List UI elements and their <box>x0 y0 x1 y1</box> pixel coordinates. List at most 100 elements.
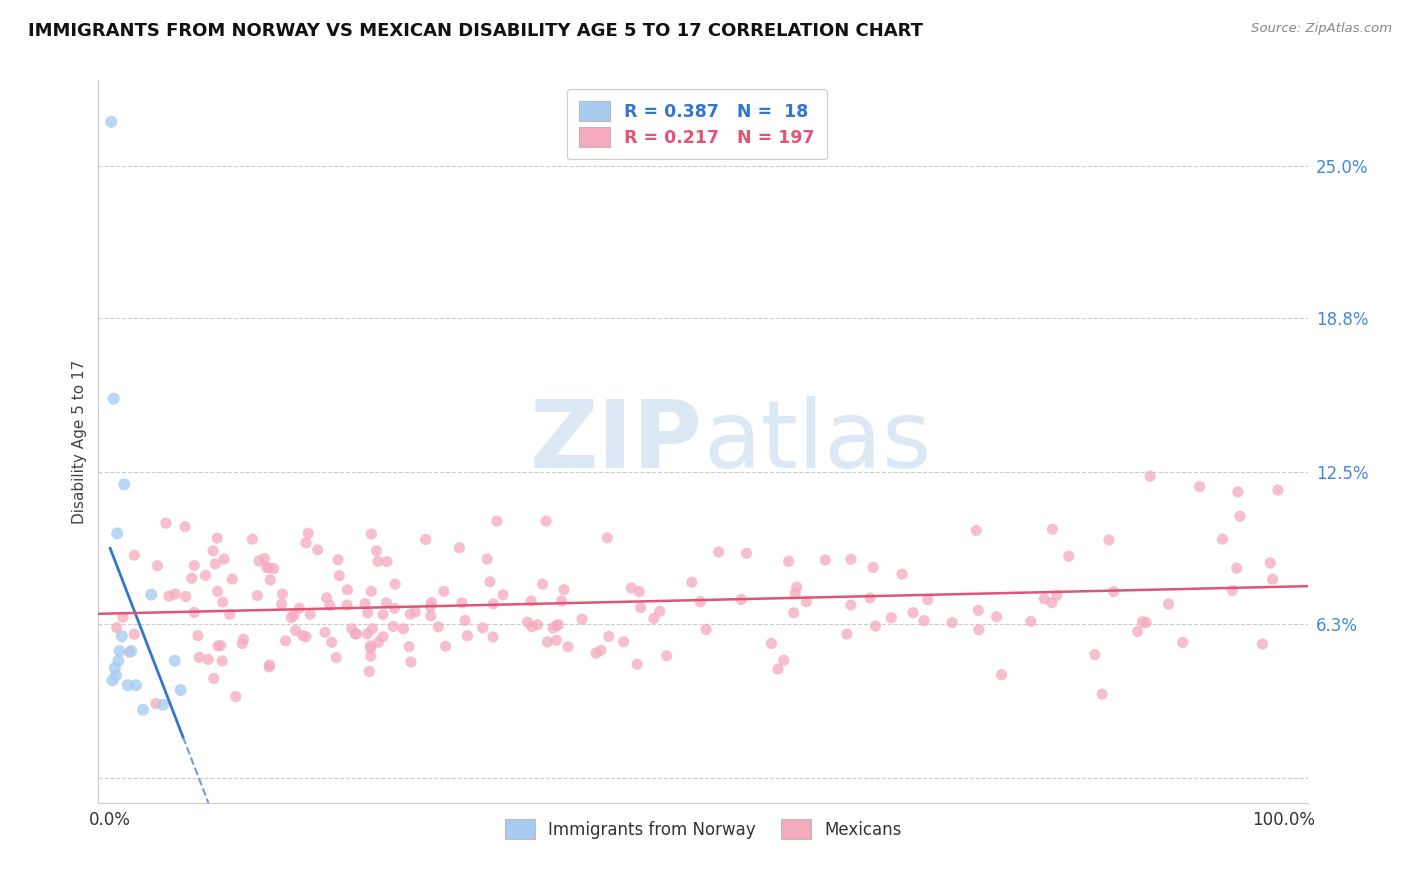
Point <box>295 536 318 550</box>
Point <box>307 542 329 557</box>
Point <box>108 644 131 658</box>
Point <box>180 571 202 585</box>
Point <box>288 601 311 615</box>
Point <box>434 640 457 654</box>
Point <box>165 587 187 601</box>
Point <box>253 551 276 566</box>
Point <box>336 598 359 612</box>
Point <box>1261 572 1284 586</box>
Point <box>546 618 568 632</box>
Point <box>183 558 205 573</box>
Point <box>340 622 363 636</box>
Point <box>643 611 665 625</box>
Point <box>626 657 648 672</box>
Point <box>169 683 191 698</box>
Text: IMMIGRANTS FROM NORWAY VS MEXICAN DISABILITY AGE 5 TO 17 CORRELATION CHART: IMMIGRANTS FROM NORWAY VS MEXICAN DISABI… <box>28 22 924 40</box>
Point <box>231 637 253 651</box>
Point <box>941 615 963 630</box>
Point <box>104 661 127 675</box>
Point <box>271 587 294 601</box>
Point <box>1251 637 1274 651</box>
Point <box>531 577 554 591</box>
Point <box>1126 624 1149 639</box>
Point <box>1226 561 1249 575</box>
Point <box>689 594 711 608</box>
Point <box>263 561 285 575</box>
Point <box>912 614 935 628</box>
Point <box>547 617 569 632</box>
Point <box>359 639 381 653</box>
Point <box>375 596 398 610</box>
Point <box>1135 615 1157 630</box>
Point <box>141 588 163 602</box>
Point <box>357 606 380 620</box>
Point <box>297 526 319 541</box>
Point <box>630 600 652 615</box>
Point <box>360 584 382 599</box>
Point <box>188 650 211 665</box>
Point <box>730 592 752 607</box>
Point <box>183 606 205 620</box>
Point <box>321 635 343 649</box>
Point <box>1139 469 1161 483</box>
Point <box>211 595 233 609</box>
Point <box>105 621 128 635</box>
Point <box>145 697 167 711</box>
Point <box>209 639 232 653</box>
Point <box>735 546 758 560</box>
Point <box>100 115 122 129</box>
Point <box>419 608 441 623</box>
Text: atlas: atlas <box>703 395 931 488</box>
Point <box>1258 556 1281 570</box>
Point <box>120 644 142 658</box>
Point <box>283 608 305 623</box>
Point <box>146 558 169 573</box>
Point <box>361 622 384 636</box>
Point <box>598 629 620 643</box>
Point <box>1212 532 1234 546</box>
Point <box>516 615 538 630</box>
Point <box>284 624 307 638</box>
Point <box>534 514 557 528</box>
Point <box>783 606 806 620</box>
Point <box>384 577 406 591</box>
Point <box>207 639 229 653</box>
Point <box>839 552 862 566</box>
Point <box>360 649 382 664</box>
Point <box>111 610 134 624</box>
Point <box>766 662 789 676</box>
Point <box>585 646 607 660</box>
Point <box>536 635 558 649</box>
Point <box>485 514 508 528</box>
Point <box>328 568 350 582</box>
Point <box>174 590 197 604</box>
Point <box>344 627 367 641</box>
Point <box>526 617 548 632</box>
Point <box>163 654 186 668</box>
Point <box>399 655 422 669</box>
Point <box>356 627 378 641</box>
Point <box>620 581 643 595</box>
Point <box>419 599 441 614</box>
Point <box>299 607 322 622</box>
Point <box>571 612 593 626</box>
Point <box>256 560 278 574</box>
Point <box>655 648 678 663</box>
Point <box>859 591 882 605</box>
Point <box>326 553 349 567</box>
Point <box>681 575 703 590</box>
Point <box>221 572 243 586</box>
Point <box>344 627 367 641</box>
Point <box>202 672 225 686</box>
Point <box>392 622 415 636</box>
Point <box>367 635 389 649</box>
Point <box>319 599 342 613</box>
Point <box>1019 615 1042 629</box>
Point <box>1132 615 1154 629</box>
Point <box>427 620 450 634</box>
Point <box>1084 648 1107 662</box>
Point <box>482 630 505 644</box>
Point <box>105 668 128 682</box>
Point <box>1267 483 1289 497</box>
Point <box>375 555 398 569</box>
